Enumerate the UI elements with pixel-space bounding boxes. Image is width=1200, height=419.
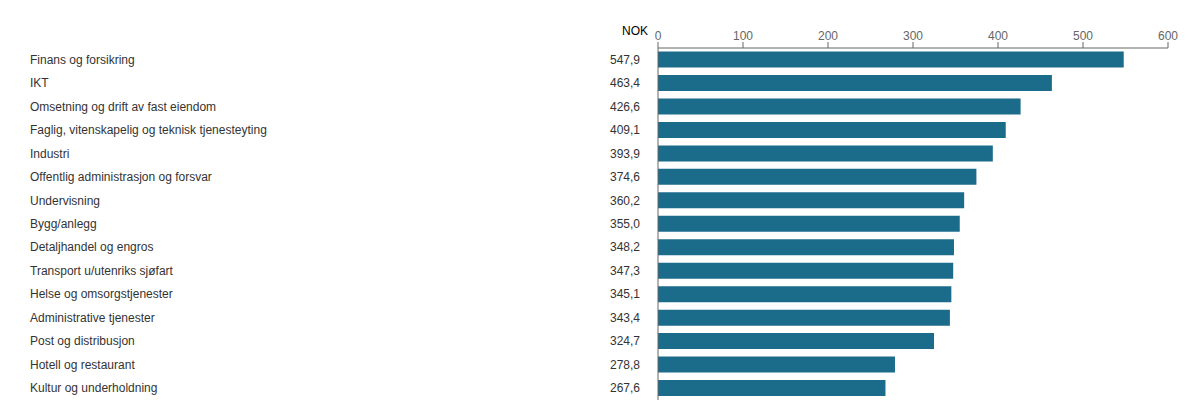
svg-text:Helse og omsorgstjenester: Helse og omsorgstjenester — [30, 287, 173, 301]
svg-text:100: 100 — [733, 29, 753, 43]
svg-text:347,3: 347,3 — [610, 264, 640, 278]
svg-text:600: 600 — [1158, 29, 1178, 43]
svg-text:Detaljhandel og engros: Detaljhandel og engros — [30, 240, 153, 254]
svg-text:Bygg/anlegg: Bygg/anlegg — [30, 217, 97, 231]
svg-text:348,2: 348,2 — [610, 240, 640, 254]
svg-text:360,2: 360,2 — [610, 194, 640, 208]
svg-text:IKT: IKT — [30, 76, 49, 90]
html-text:NOK: NOK — [622, 24, 648, 38]
svg-text:463,4: 463,4 — [610, 76, 640, 90]
svg-text:324,7: 324,7 — [610, 334, 640, 348]
svg-text:0: 0 — [655, 29, 662, 43]
svg-text:Offentlig administrasjon og fo: Offentlig administrasjon og forsvar — [30, 170, 212, 184]
svg-text:Industri: Industri — [30, 147, 69, 161]
svg-text:343,4: 343,4 — [610, 311, 640, 325]
svg-text:267,6: 267,6 — [610, 381, 640, 395]
svg-text:500: 500 — [1073, 29, 1093, 43]
svg-text:345,1: 345,1 — [610, 287, 640, 301]
svg-text:Transport u/utenriks sjøfart: Transport u/utenriks sjøfart — [30, 264, 174, 278]
svg-text:Kultur og underholdning: Kultur og underholdning — [30, 381, 157, 395]
svg-text:Finans og forsikring: Finans og forsikring — [30, 53, 135, 67]
svg-text:Hotell og restaurant: Hotell og restaurant — [30, 358, 135, 372]
svg-text:374,6: 374,6 — [610, 170, 640, 184]
svg-text:426,6: 426,6 — [610, 100, 640, 114]
svg-text:Omsetning og drift av fast eie: Omsetning og drift av fast eiendom — [30, 100, 216, 114]
svg-text:409,1: 409,1 — [610, 123, 640, 137]
svg-text:Faglig, vitenskapelig og tekni: Faglig, vitenskapelig og teknisk tjenest… — [30, 123, 267, 137]
svg-text:300: 300 — [903, 29, 923, 43]
svg-text:Administrative tjenester: Administrative tjenester — [30, 311, 155, 325]
svg-text:Post og distribusjon: Post og distribusjon — [30, 334, 135, 348]
svg-text:Undervisning: Undervisning — [30, 194, 100, 208]
svg-text:393,9: 393,9 — [610, 147, 640, 161]
svg-text:400: 400 — [988, 29, 1008, 43]
svg-text:200: 200 — [818, 29, 838, 43]
svg-text:278,8: 278,8 — [610, 358, 640, 372]
svg-text:547,9: 547,9 — [610, 53, 640, 67]
svg-text:355,0: 355,0 — [610, 217, 640, 231]
